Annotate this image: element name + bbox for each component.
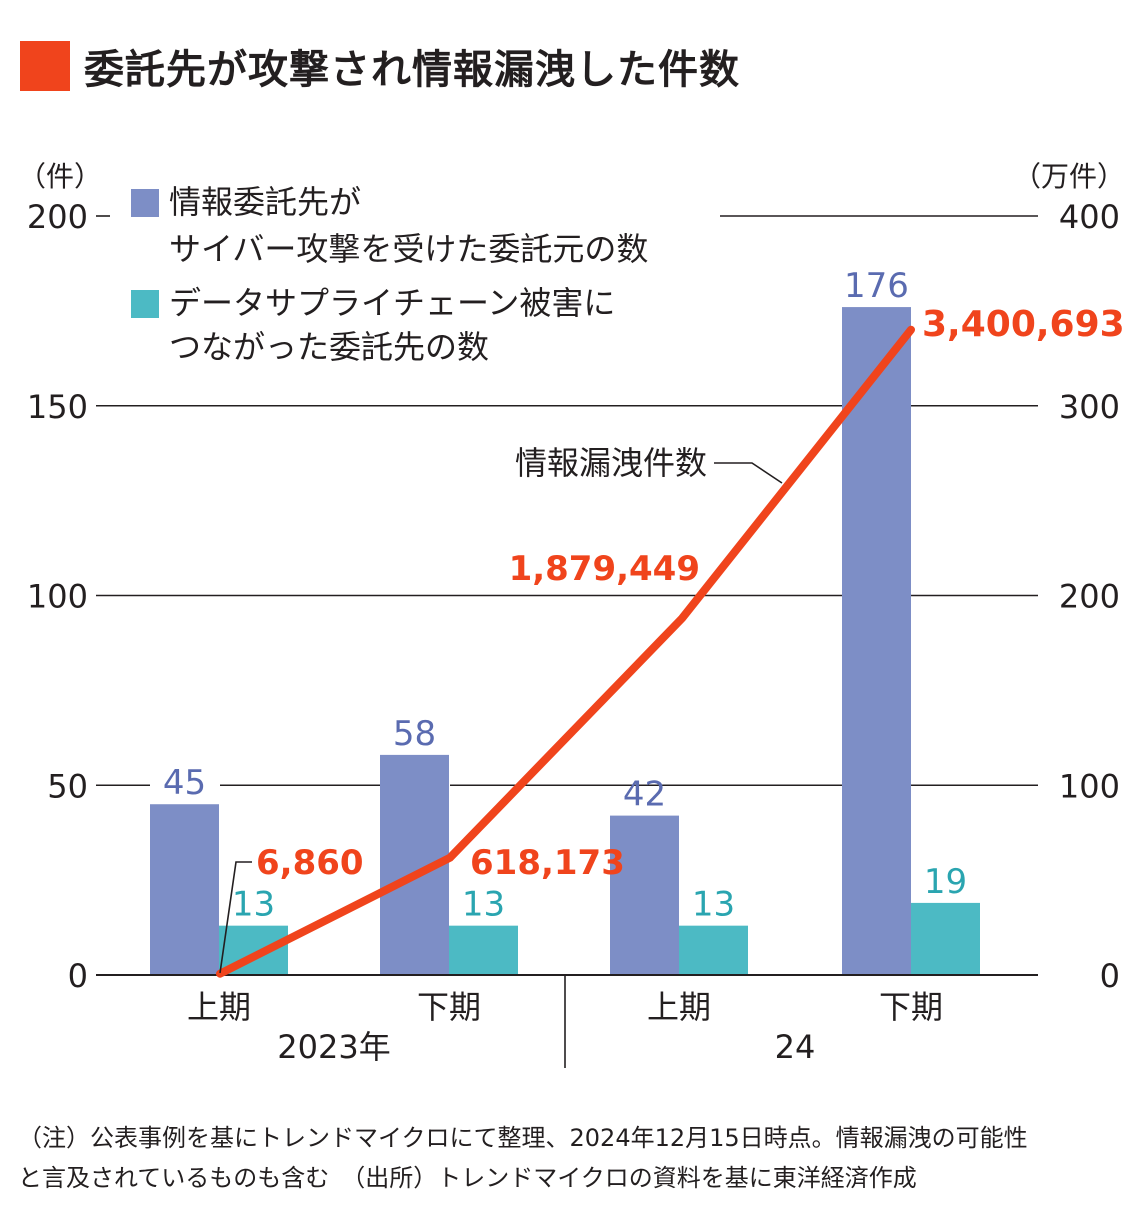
- right-axis-unit: （万件）: [1013, 160, 1125, 193]
- legend-label-primary: 情報委託先が: [169, 183, 361, 221]
- left-tick-label: 100: [27, 578, 88, 616]
- bar-secondary-label: 13: [462, 885, 505, 925]
- legend-swatch-primary: [131, 189, 159, 217]
- legend-swatch-secondary: [131, 290, 159, 318]
- line-series-name: 情報漏洩件数: [515, 444, 707, 482]
- x-tick-label: 上期: [187, 988, 251, 1026]
- bar-primary-label: 42: [623, 775, 666, 815]
- bar-secondary-label: 13: [232, 885, 275, 925]
- line-series: [216, 325, 915, 978]
- title-block: 委託先が攻撃され情報漏洩した件数: [20, 38, 740, 94]
- bar-secondary: [911, 902, 980, 975]
- bar-secondary-label: 19: [924, 862, 967, 902]
- chart-canvas: 0 50 100 150 200 0 100 200 300 400 （件） （万件） 45 13 58 13…: [18, 160, 1125, 1068]
- footnote-line-2: と言及されているものも含む （出所）トレンドマイクロの資料を基に東洋経済作成: [18, 1164, 917, 1192]
- right-tick-label: 400: [1059, 198, 1120, 236]
- line-label: 618,173: [470, 843, 625, 883]
- bar-primary-label: 58: [393, 714, 436, 754]
- left-tick-label: 0: [68, 957, 88, 995]
- line-point: [681, 617, 683, 620]
- right-tick-label: 0: [1100, 957, 1120, 995]
- left-tick-label: 200: [27, 198, 88, 236]
- title-marker: [20, 41, 70, 91]
- bar-primary: [150, 804, 219, 975]
- footnote-line-1: （注）公表事例を基にトレンドマイクロにて整理、2024年12月15日時点。情報漏…: [18, 1124, 1028, 1152]
- footnote: （注）公表事例を基にトレンドマイクロにて整理、2024年12月15日時点。情報漏…: [18, 1118, 1128, 1198]
- line-label: 1,879,449: [509, 549, 700, 589]
- bar-secondary: [449, 925, 518, 975]
- left-tick-label: 150: [27, 388, 88, 426]
- line-point: [449, 856, 451, 859]
- right-tick-label: 200: [1059, 578, 1120, 616]
- bar-primary-label: 45: [163, 763, 206, 803]
- line-point: [219, 972, 221, 975]
- right-tick-label: 100: [1059, 767, 1120, 805]
- left-axis-unit: （件）: [18, 160, 102, 193]
- chart-title: 委託先が攻撃され情報漏洩した件数: [84, 47, 740, 93]
- group-label: 24: [775, 1028, 816, 1066]
- x-tick-label: 上期: [647, 988, 711, 1026]
- left-tick-label: 50: [47, 767, 88, 805]
- bar-secondary-label: 13: [692, 885, 735, 925]
- group-label: 2023年: [277, 1028, 390, 1066]
- x-tick-label: 下期: [879, 988, 943, 1026]
- line-label: 3,400,693: [922, 304, 1125, 345]
- line-point: [910, 328, 912, 331]
- bar-primary: [842, 307, 911, 976]
- legend-label-primary: サイバー攻撃を受けた委託元の数: [169, 230, 648, 268]
- bar-primary-label: 176: [844, 266, 909, 306]
- line-name-leader: [714, 462, 783, 484]
- x-tick-label: 下期: [417, 988, 481, 1026]
- line-label: 6,860: [256, 843, 364, 883]
- bar-secondary: [679, 925, 748, 975]
- bar-primary: [610, 815, 679, 975]
- legend-label-secondary: データサプライチェーン被害に: [169, 284, 615, 322]
- leader-line: [219, 861, 252, 974]
- legend-label-secondary: つながった委託先の数: [169, 328, 489, 366]
- right-tick-label: 300: [1059, 388, 1120, 426]
